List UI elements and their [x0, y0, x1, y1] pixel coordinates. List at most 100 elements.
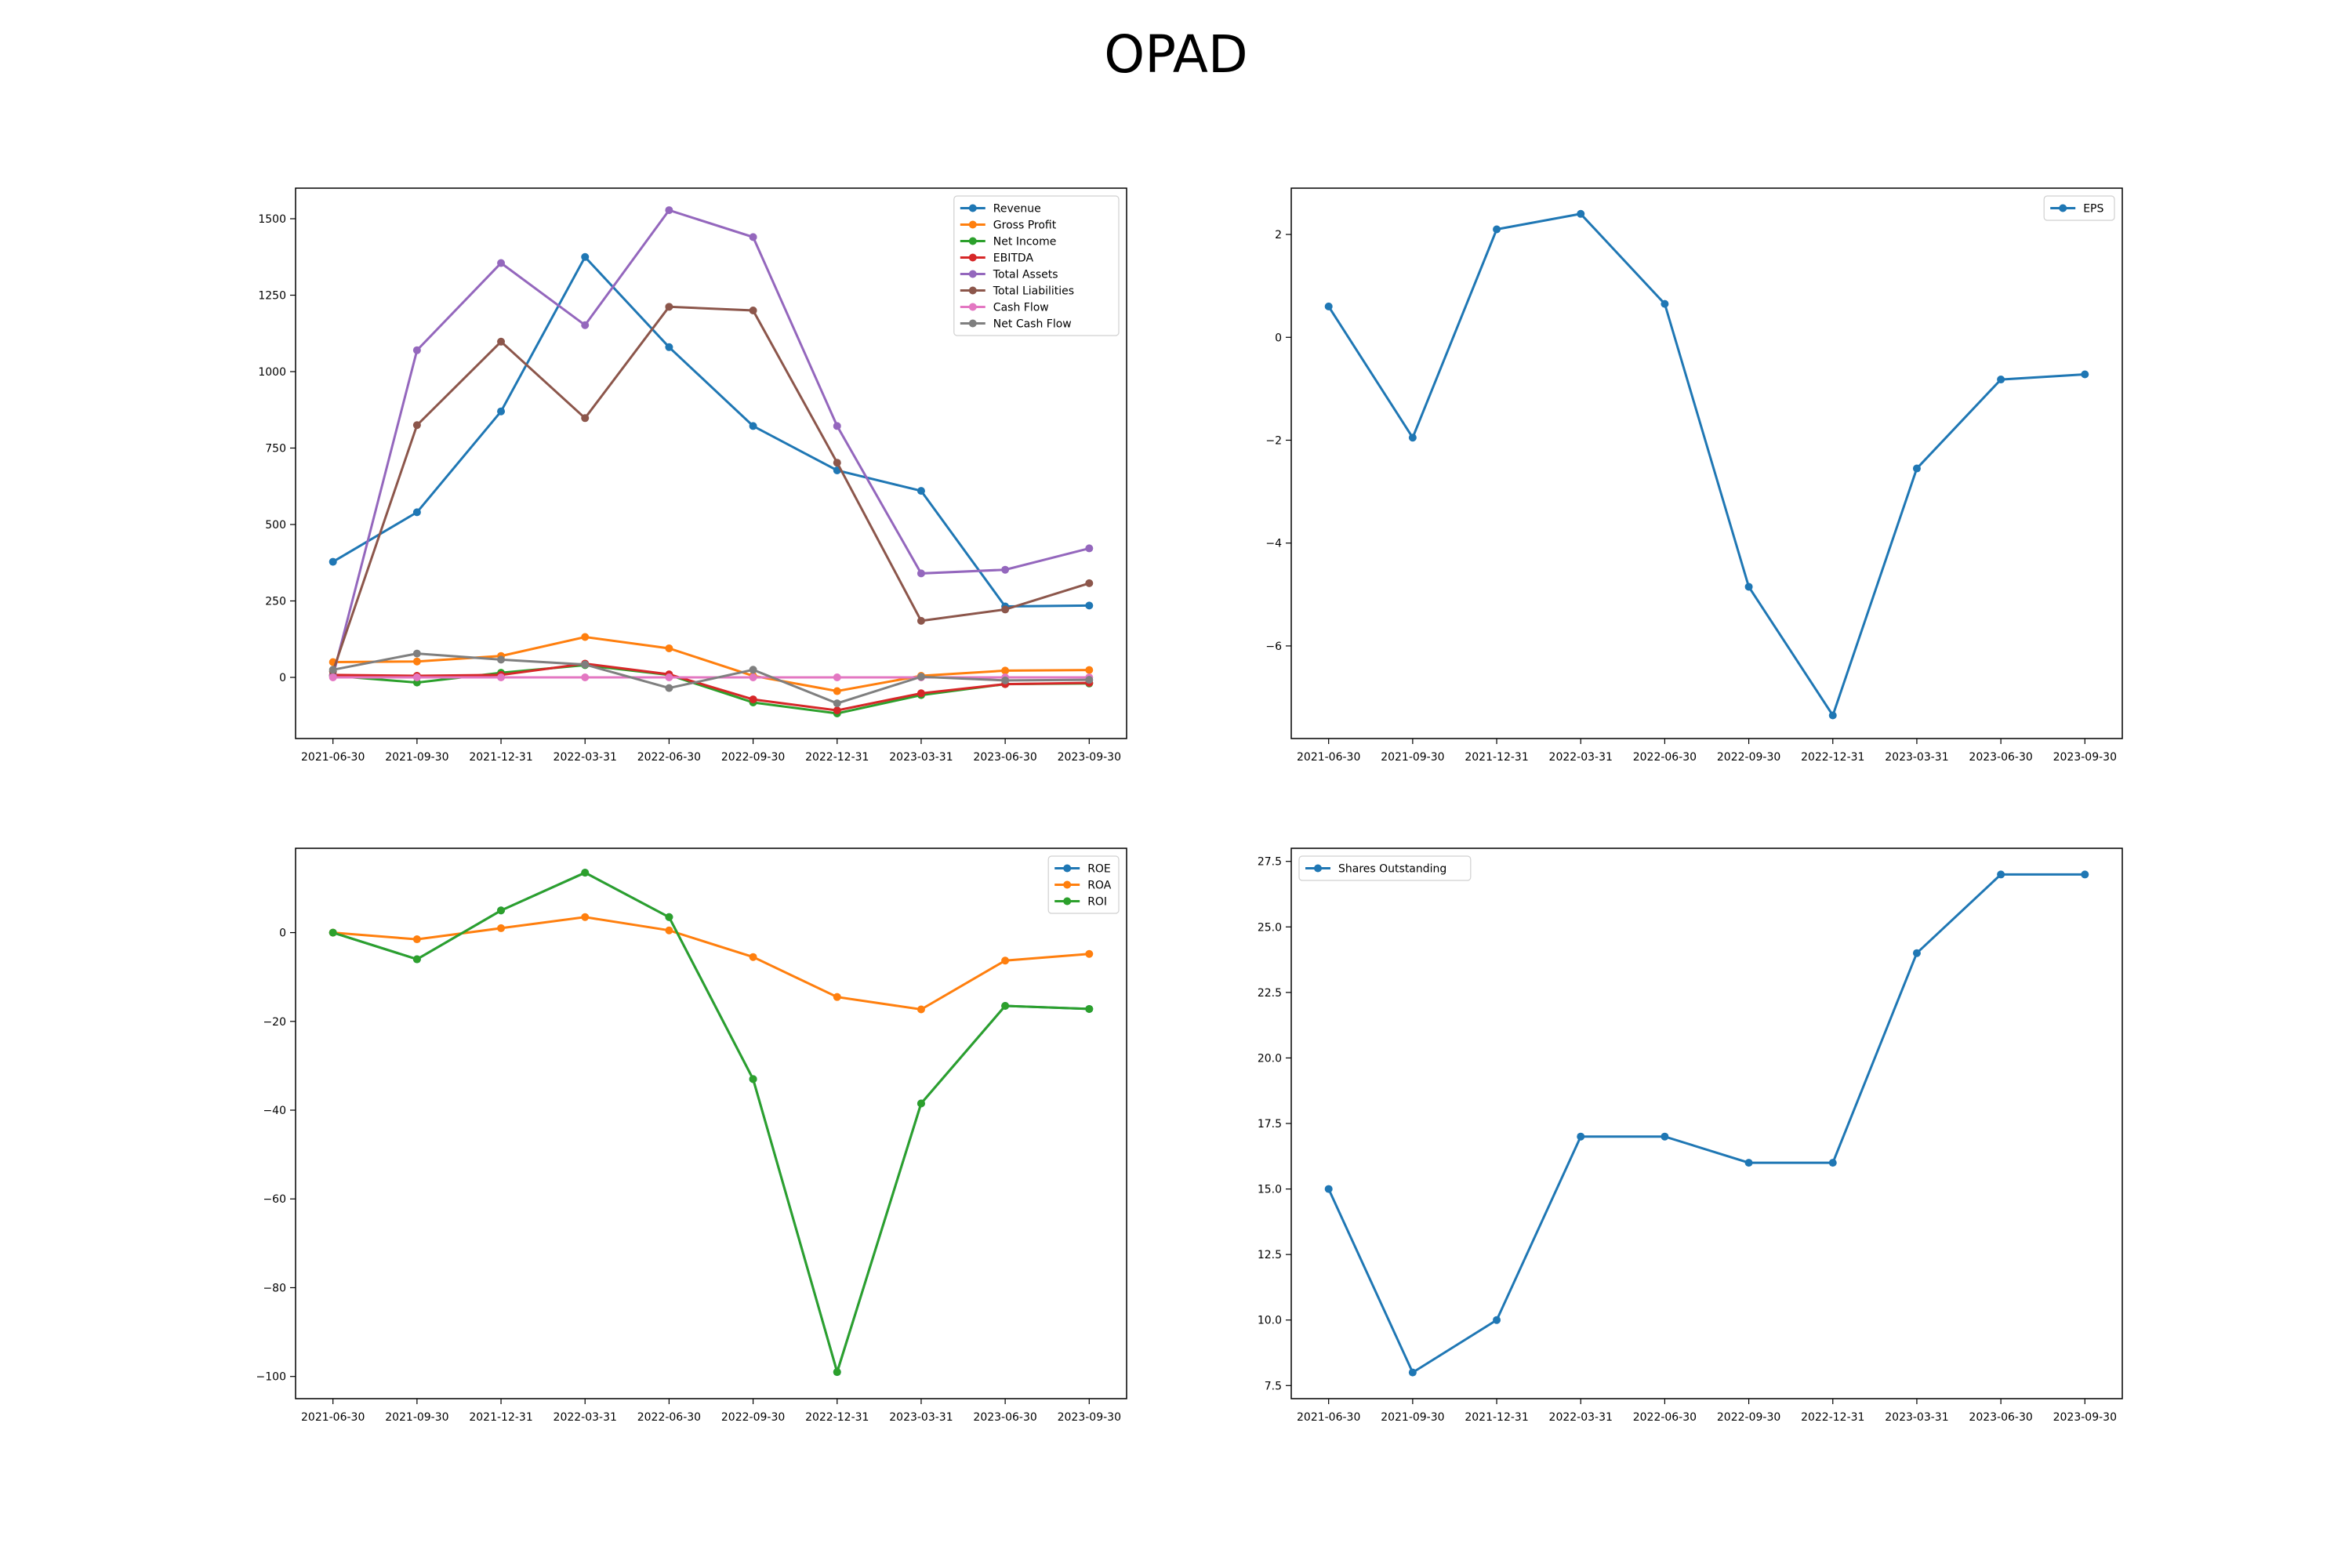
x-tick-label: 2022-06-30 [637, 1411, 701, 1424]
data-point [581, 913, 590, 921]
data-point [1001, 956, 1010, 965]
legend-marker [968, 220, 977, 229]
data-point [1912, 464, 1921, 473]
x-tick-label: 2021-12-31 [469, 751, 532, 764]
chart-1: 2021-06-30 2021-09-30 2021-12-31 2022-03-31… [258, 187, 1127, 764]
legend-marker [968, 204, 977, 212]
y-tick-label: −2 [1265, 434, 1282, 447]
data-point [1577, 1132, 1585, 1141]
data-point [328, 673, 337, 681]
x-tick-label: 2023-06-30 [1969, 751, 2032, 764]
data-point [412, 346, 421, 354]
data-point [1493, 1316, 1501, 1324]
legend-marker [968, 319, 977, 328]
data-point [412, 935, 421, 944]
data-point [328, 928, 337, 937]
y-tick-label: 750 [265, 443, 286, 456]
legend: Shares Outstanding [1298, 855, 1472, 881]
legend: ROE ROA ROI [1047, 855, 1120, 914]
data-point [749, 422, 757, 430]
x-tick-label: 2022-06-30 [1633, 1411, 1697, 1424]
x-tick-label: 2023-09-30 [1058, 1411, 1121, 1424]
data-point [1085, 579, 1094, 587]
x-tick-label: 2022-06-30 [637, 751, 701, 764]
data-point [749, 695, 757, 704]
x-tick-label: 2021-06-30 [301, 1411, 365, 1424]
series-line [332, 871, 1090, 1377]
x-tick-label: 2023-03-31 [1885, 1411, 1948, 1424]
y-tick-label: −4 [1265, 538, 1282, 550]
legend-box [1298, 855, 1472, 881]
data-point [1001, 676, 1010, 684]
data-point [665, 206, 673, 215]
data-point [497, 655, 506, 664]
data-point [1085, 544, 1094, 553]
x-tick-label: 2022-03-31 [554, 751, 617, 764]
data-point [2081, 870, 2089, 879]
data-point [1085, 601, 1094, 610]
y-tick-label: 20.0 [1258, 1052, 1282, 1065]
legend-entry: Net Income [993, 236, 1057, 249]
x-tick-label: 2023-06-30 [1969, 1411, 2032, 1424]
y-tick-label: −60 [263, 1193, 286, 1206]
series-line [1327, 873, 2085, 1374]
x-tick-label: 2021-09-30 [1381, 1411, 1444, 1424]
charts-group: 2021-06-30 2021-09-30 2021-12-31 2022-03-31… [256, 187, 2123, 1424]
x-tick-label: 2023-03-31 [889, 1411, 953, 1424]
y-tick-label: −100 [256, 1371, 286, 1384]
data-point [497, 673, 506, 681]
data-point [1408, 1368, 1417, 1377]
data-point [1001, 666, 1010, 675]
legend-entry: Shares Outstanding [1338, 863, 1446, 876]
series-ebitda [328, 659, 1094, 715]
x-tick-label: 2021-12-31 [1465, 1411, 1528, 1424]
data-point [665, 343, 673, 351]
series-line [332, 305, 1090, 672]
data-point [749, 673, 757, 681]
legend: EPS [2043, 195, 2115, 221]
y-tick-label: 2 [1275, 229, 1282, 241]
data-point [412, 649, 421, 658]
series-eps [1324, 209, 2089, 720]
series-shares-outstanding [1324, 870, 2089, 1377]
data-point [1744, 1159, 1753, 1167]
data-point [665, 644, 673, 652]
data-point [412, 421, 421, 430]
legend-marker [1063, 864, 1072, 873]
x-tick-label: 2022-09-30 [721, 751, 785, 764]
y-tick-label: 12.5 [1258, 1249, 1282, 1261]
data-point [833, 699, 841, 708]
legend-marker [968, 253, 977, 262]
data-point [1085, 949, 1094, 958]
data-point [916, 569, 925, 578]
data-point [1001, 565, 1010, 574]
series-line [332, 209, 1090, 677]
x-tick-label: 2023-09-30 [1058, 751, 1121, 764]
data-point [833, 459, 841, 467]
x-tick-label: 2022-03-31 [554, 1411, 617, 1424]
data-point [833, 706, 841, 715]
x-tick-label: 2022-03-31 [1549, 1411, 1613, 1424]
data-point [916, 673, 925, 681]
legend-marker [968, 286, 977, 295]
series-net-cash-flow [328, 649, 1094, 708]
x-tick-label: 2022-09-30 [1717, 1411, 1780, 1424]
x-tick-label: 2023-06-30 [973, 1411, 1036, 1424]
legend-marker [2059, 204, 2067, 212]
data-point [581, 673, 590, 681]
data-point [749, 666, 757, 674]
data-point [412, 673, 421, 681]
legend-marker [1063, 880, 1072, 889]
data-point [833, 687, 841, 695]
data-point [1997, 870, 2005, 879]
x-tick-label: 2023-03-31 [1885, 751, 1948, 764]
data-point [833, 993, 841, 1001]
series-line [332, 255, 1090, 608]
x-tick-label: 2021-06-30 [1297, 1411, 1360, 1424]
data-point [665, 926, 673, 935]
data-point [497, 259, 506, 267]
legend-entry: ROI [1087, 896, 1107, 909]
data-point [497, 906, 506, 915]
data-point [412, 657, 421, 666]
